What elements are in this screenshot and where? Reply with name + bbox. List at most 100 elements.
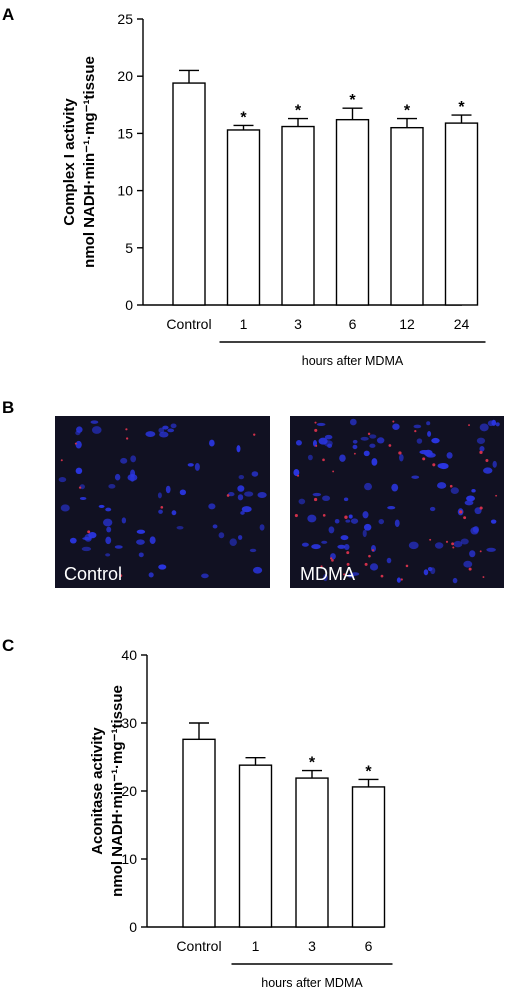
cell-nucleus (369, 434, 377, 439)
cell-nucleus (170, 423, 177, 429)
cell-nucleus (430, 567, 436, 575)
cell-nucleus (91, 426, 102, 434)
marker-dot (463, 516, 467, 520)
cell-nucleus (487, 420, 495, 427)
marker-dot (468, 567, 472, 571)
marker-dot (119, 574, 123, 577)
marker-dot (226, 494, 230, 497)
marker-dot (364, 562, 368, 566)
y-tick-label: 25 (117, 11, 133, 27)
marker-dot (422, 457, 426, 461)
significance-star: * (349, 92, 356, 109)
marker-dot (380, 574, 384, 578)
cell-nucleus (337, 544, 346, 549)
cell-nucleus (349, 418, 357, 426)
cell-nucleus (157, 492, 162, 499)
cell-nucleus (240, 511, 245, 515)
cell-nucleus (386, 557, 392, 564)
cell-nucleus (120, 457, 128, 464)
cell-nucleus (466, 495, 475, 502)
marker-dot (78, 486, 82, 489)
cell-nucleus (363, 523, 372, 531)
marker-dot (485, 458, 489, 462)
cell-nucleus (84, 533, 92, 542)
cell-nucleus (301, 542, 309, 547)
marker-dot (371, 549, 375, 552)
marker-dot (331, 559, 334, 562)
cell-nucleus (378, 518, 385, 525)
marker-dot (449, 484, 453, 488)
micrograph-mdma-cells (293, 418, 500, 584)
marker-dot (346, 562, 350, 566)
marker-dot (479, 506, 483, 510)
micrograph-control (55, 416, 270, 588)
cell-nucleus (322, 495, 331, 502)
bar-3 (281, 125, 315, 306)
marker-dot (87, 530, 91, 534)
cell-nucleus (324, 434, 333, 440)
marker-dot (445, 540, 449, 543)
x-tick-label: 1 (252, 938, 260, 954)
cell-nucleus (60, 504, 70, 512)
marker-dot (313, 497, 318, 502)
cell-nucleus (339, 454, 346, 462)
marker-dot (322, 458, 325, 462)
micrograph-panel: Control MDMA (55, 416, 504, 588)
marker-dot (160, 506, 164, 509)
bar-3 (295, 777, 329, 928)
cell-nucleus (369, 563, 379, 571)
marker-dot (392, 420, 395, 423)
cell-nucleus (194, 462, 200, 471)
marker-dot (343, 573, 346, 576)
x-tick-label: 12 (399, 316, 415, 332)
x-tick-label: 6 (349, 316, 357, 332)
cell-nucleus (408, 541, 419, 550)
y-axis-label: Complex I activity (61, 98, 78, 226)
cell-nucleus (347, 573, 355, 578)
cell-nucleus (450, 487, 459, 495)
cell-nucleus (106, 526, 112, 533)
cell-nucleus (218, 532, 225, 539)
y-tick-label: 0 (125, 297, 133, 313)
marker-dot (452, 546, 455, 549)
cell-nucleus (316, 422, 326, 426)
panel-letter-c: C (2, 636, 14, 655)
cell-nucleus (237, 535, 243, 540)
cell-nucleus (474, 507, 482, 515)
cell-nucleus (307, 454, 313, 461)
cell-nucleus (369, 443, 376, 448)
cell-nucleus (298, 498, 306, 505)
chart-a: 0 5 10 15 20 25 Control * 1 * 3 * 6 * 12 * 24 hours after… (61, 11, 486, 368)
marker-dot (405, 564, 409, 568)
cell-nucleus (176, 526, 184, 530)
cell-nucleus (490, 519, 497, 524)
significance-star: * (365, 763, 372, 780)
cell-nucleus (158, 509, 163, 514)
cell-nucleus (463, 560, 473, 568)
cell-nucleus (105, 553, 111, 557)
cell-nucleus (434, 542, 444, 549)
x-tick-label: 1 (240, 316, 248, 332)
cell-nucleus (145, 431, 156, 437)
cell-nucleus (159, 431, 169, 438)
cell-nucleus (237, 494, 244, 501)
cell-nucleus (348, 514, 353, 519)
cell-nucleus (416, 438, 423, 444)
cell-nucleus (476, 437, 486, 444)
cell-nucleus (90, 420, 99, 424)
cell-nucleus (362, 511, 369, 519)
marker-dot (314, 428, 318, 432)
marker-dot (344, 515, 348, 519)
marker-dot (320, 565, 323, 568)
marker-dot (125, 437, 129, 440)
cell-nucleus (229, 538, 237, 546)
cell-nucleus (149, 536, 156, 545)
cell-nucleus (411, 475, 420, 479)
cell-nucleus (431, 437, 440, 444)
cell-nucleus (419, 450, 430, 455)
cell-nucleus (252, 566, 263, 574)
cell-nucleus (114, 545, 123, 549)
y-axis-unit-label: nmol NADH·min⁻¹·mg⁻¹tissue (81, 56, 98, 268)
bar-control (182, 738, 216, 928)
cell-nucleus (399, 454, 404, 462)
